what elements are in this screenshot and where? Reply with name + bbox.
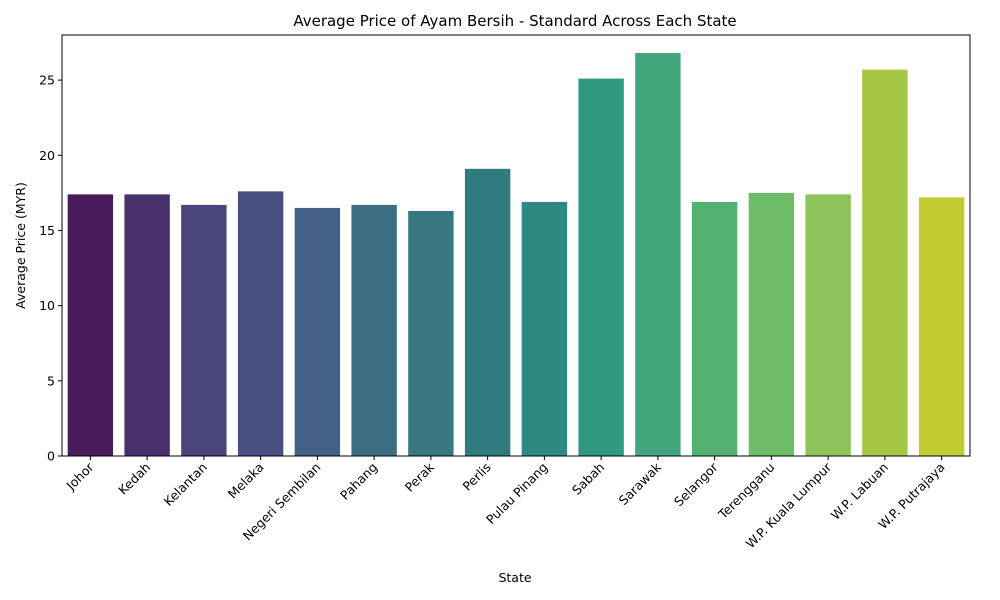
x-tick-label-kedah: Kedah [115,460,153,498]
bar-sarawak [635,53,681,456]
bar-sabah [578,78,624,456]
bar-selangor [691,201,738,456]
x-tick-label-selangor: Selangor [671,459,721,509]
bar-w-p-kuala-lumpur [805,194,851,456]
y-axis-label: Average Price (MYR) [13,182,28,309]
x-tick-label-sarawak: Sarawak [616,459,665,508]
y-tick-label-5: 5 [47,373,55,388]
bar-negeri-sembilan [294,207,341,456]
bar-johor [67,194,114,456]
x-tick-label-melaka: Melaka [225,460,267,502]
x-axis-label: State [498,570,531,585]
x-tick-label-w-p-labuan: W.P. Labuan [828,460,891,523]
x-tick-label-kelantan: Kelantan [161,460,210,509]
bar-pulau-pinang [521,201,568,456]
x-tick-label-perak: Perak [402,459,438,495]
bars-layer [67,53,965,457]
bar-kelantan [181,204,227,456]
bar-melaka [237,191,284,456]
y-tick-label-25: 25 [39,73,55,88]
x-tick-label-sabah: Sabah [569,460,607,498]
y-tick-label-15: 15 [39,223,55,238]
x-tick-label-perlis: Perlis [460,460,494,494]
bar-w-p-putrajaya [918,197,965,456]
bar-perlis [464,168,511,456]
plot-frame [61,34,971,457]
bar-w-p-labuan [862,69,908,456]
x-tick-label-pahang: Pahang [337,460,380,503]
bar-pahang [351,204,397,456]
y-tick-label-0: 0 [47,449,55,464]
x-tick-label-terengganu: Terengganu [715,460,778,523]
y-tick-label-10: 10 [39,298,55,313]
bar-kedah [124,194,170,456]
bar-perak [408,210,454,456]
bar-terengganu [748,192,795,457]
y-tick-label-20: 20 [39,148,55,163]
x-tick-label-johor: Johor [63,459,98,494]
chart-title: Average Price of Ayam Bersih - Standard … [293,12,736,30]
y-axis: 0 5 10 15 20 25 [39,73,62,464]
